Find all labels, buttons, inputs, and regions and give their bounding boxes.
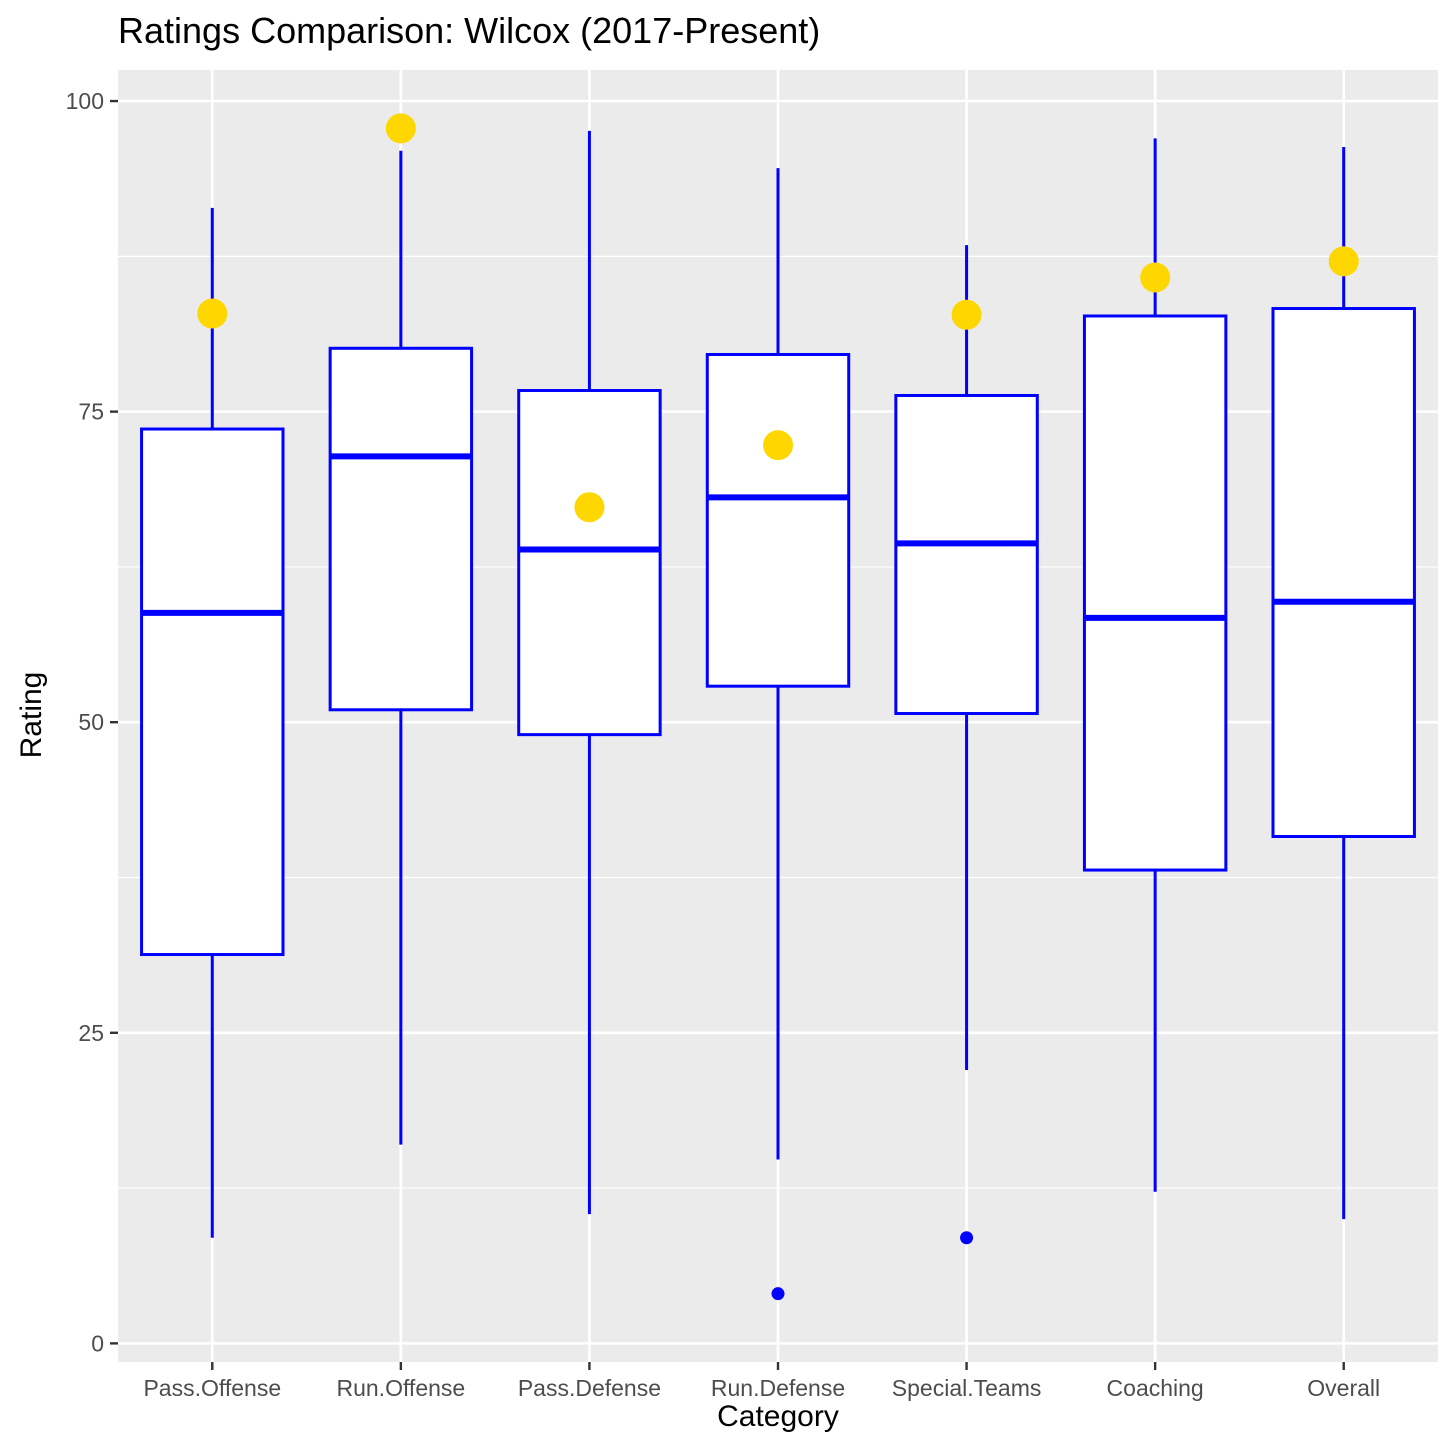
highlight-point-run-offense bbox=[385, 113, 416, 144]
box-special-teams bbox=[894, 245, 1039, 1245]
box-run-defense bbox=[705, 168, 851, 1301]
box-pass-defense bbox=[517, 130, 662, 1215]
y-tick-label: 75 bbox=[78, 399, 104, 425]
outlier-point bbox=[960, 1231, 974, 1245]
box-coaching bbox=[1082, 138, 1228, 1192]
highlight-point-pass-defense bbox=[574, 492, 605, 523]
x-tick-label: Run.Offense bbox=[336, 1375, 465, 1401]
box-overall bbox=[1271, 147, 1416, 1220]
y-tick-label: 0 bbox=[91, 1330, 104, 1356]
highlight-point-special-teams bbox=[951, 299, 982, 330]
chart-title: Ratings Comparison: Wilcox (2017-Present… bbox=[118, 10, 821, 51]
x-tick-label: Special.Teams bbox=[892, 1375, 1042, 1401]
box-iqr bbox=[894, 393, 1039, 716]
box-pass-offense bbox=[140, 207, 285, 1238]
box-iqr bbox=[517, 389, 662, 737]
box-iqr bbox=[705, 352, 851, 688]
y-tick-label: 25 bbox=[78, 1020, 104, 1046]
x-tick-label: Pass.Defense bbox=[518, 1375, 661, 1401]
y-tick-label: 100 bbox=[66, 88, 104, 114]
box-run-offense bbox=[328, 150, 474, 1145]
highlight-point-run-defense bbox=[763, 430, 793, 461]
box-layer bbox=[140, 130, 1416, 1301]
x-axis-label: Category bbox=[717, 1400, 839, 1433]
y-axis-label: Rating bbox=[15, 671, 48, 759]
box-iqr bbox=[1271, 307, 1416, 839]
box-iqr bbox=[140, 427, 285, 957]
x-tick-label: Run.Defense bbox=[711, 1375, 845, 1401]
x-tick-label: Pass.Offense bbox=[143, 1375, 281, 1401]
highlight-point-layer bbox=[197, 113, 1359, 523]
box-iqr bbox=[328, 346, 474, 712]
highlight-point-coaching bbox=[1140, 262, 1171, 293]
outlier-point bbox=[771, 1287, 785, 1301]
highlight-point-pass-offense bbox=[197, 298, 228, 329]
x-tick-label: Overall bbox=[1307, 1375, 1380, 1401]
axes: 0 25 50 75 100 Pass.Offense Run.Offense Pass.De… bbox=[66, 88, 1381, 1401]
box-iqr bbox=[1082, 314, 1228, 872]
highlight-point-overall bbox=[1328, 246, 1359, 277]
y-tick-label: 50 bbox=[78, 709, 104, 735]
x-tick-label: Coaching bbox=[1107, 1375, 1204, 1401]
